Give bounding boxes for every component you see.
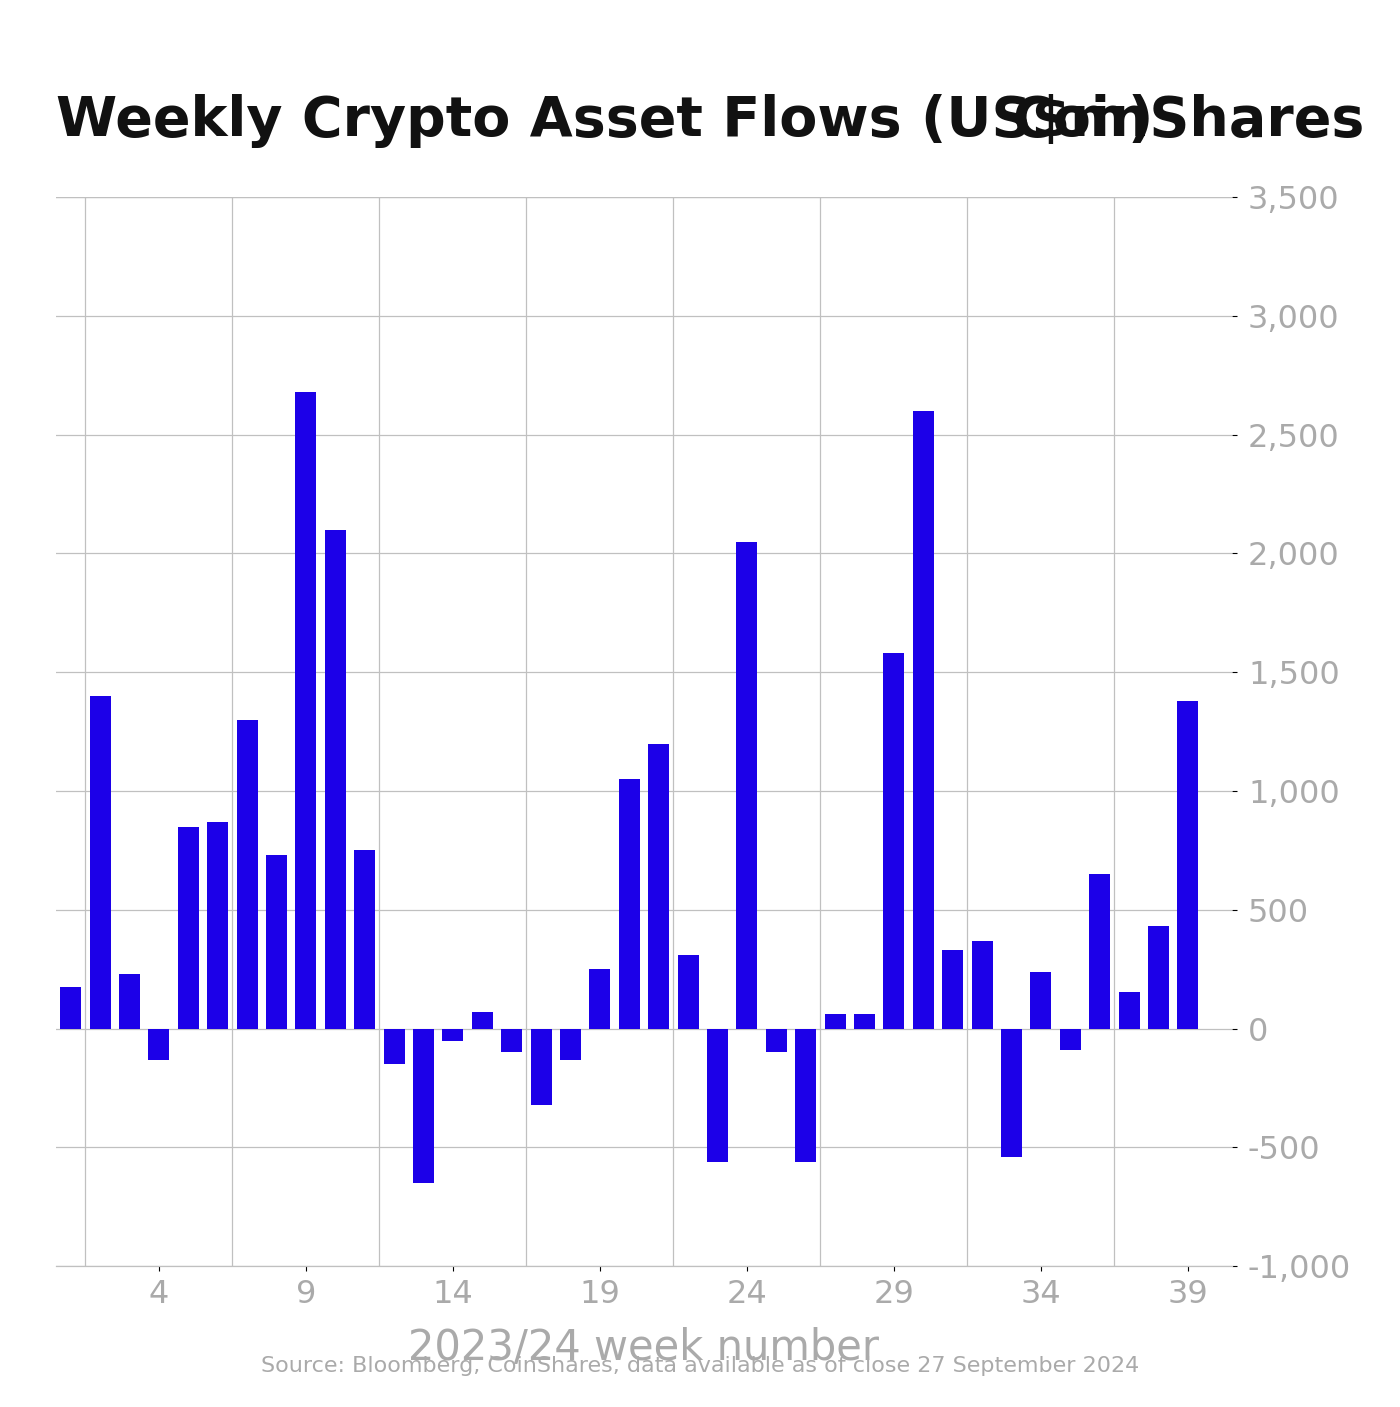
Bar (1177, 701, 1198, 1029)
Bar (825, 1014, 846, 1029)
Text: Source: Bloomberg, CoinShares, data available as of close 27 September 2024: Source: Bloomberg, CoinShares, data avai… (260, 1356, 1140, 1376)
Bar (560, 1029, 581, 1059)
Bar (501, 1029, 522, 1052)
Bar (589, 969, 610, 1029)
Bar (148, 1029, 169, 1059)
Bar (442, 1029, 463, 1041)
Bar (707, 1029, 728, 1162)
Bar (119, 974, 140, 1029)
Text: CoinShares: CoinShares (1012, 94, 1365, 148)
Bar (531, 1029, 552, 1104)
Bar (942, 950, 963, 1029)
Bar (178, 827, 199, 1029)
Bar (1030, 972, 1051, 1029)
Bar (619, 779, 640, 1029)
X-axis label: 2023/24 week number: 2023/24 week number (409, 1327, 879, 1369)
Bar (1119, 992, 1140, 1029)
Bar (325, 529, 346, 1029)
Bar (972, 941, 993, 1029)
Bar (883, 653, 904, 1029)
Bar (854, 1014, 875, 1029)
Bar (295, 391, 316, 1029)
Bar (795, 1029, 816, 1162)
Bar (1148, 926, 1169, 1029)
Bar (1089, 874, 1110, 1029)
Bar (207, 822, 228, 1029)
Bar (60, 988, 81, 1029)
Bar (472, 1012, 493, 1029)
Text: Weekly Crypto Asset Flows (US$m): Weekly Crypto Asset Flows (US$m) (56, 94, 1154, 148)
Bar (237, 720, 258, 1029)
Bar (90, 696, 111, 1029)
Bar (1001, 1029, 1022, 1157)
Bar (736, 542, 757, 1029)
Bar (648, 743, 669, 1029)
Bar (678, 955, 699, 1029)
Bar (766, 1029, 787, 1052)
Bar (384, 1029, 405, 1064)
Bar (413, 1029, 434, 1183)
Bar (913, 411, 934, 1029)
Bar (354, 850, 375, 1029)
Bar (1060, 1029, 1081, 1050)
Bar (266, 855, 287, 1029)
